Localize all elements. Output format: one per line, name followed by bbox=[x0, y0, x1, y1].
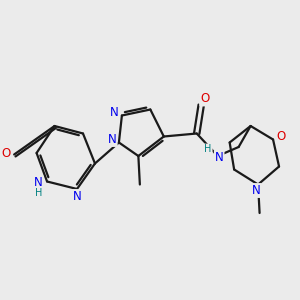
Text: O: O bbox=[277, 130, 286, 143]
Text: H: H bbox=[35, 188, 42, 198]
Text: N: N bbox=[108, 133, 117, 146]
Text: H: H bbox=[204, 144, 212, 154]
Text: N: N bbox=[73, 190, 81, 203]
Text: N: N bbox=[252, 184, 261, 197]
Text: N: N bbox=[215, 151, 224, 164]
Text: O: O bbox=[200, 92, 209, 106]
Text: N: N bbox=[110, 106, 119, 119]
Text: N: N bbox=[34, 176, 43, 190]
Text: O: O bbox=[1, 146, 10, 160]
